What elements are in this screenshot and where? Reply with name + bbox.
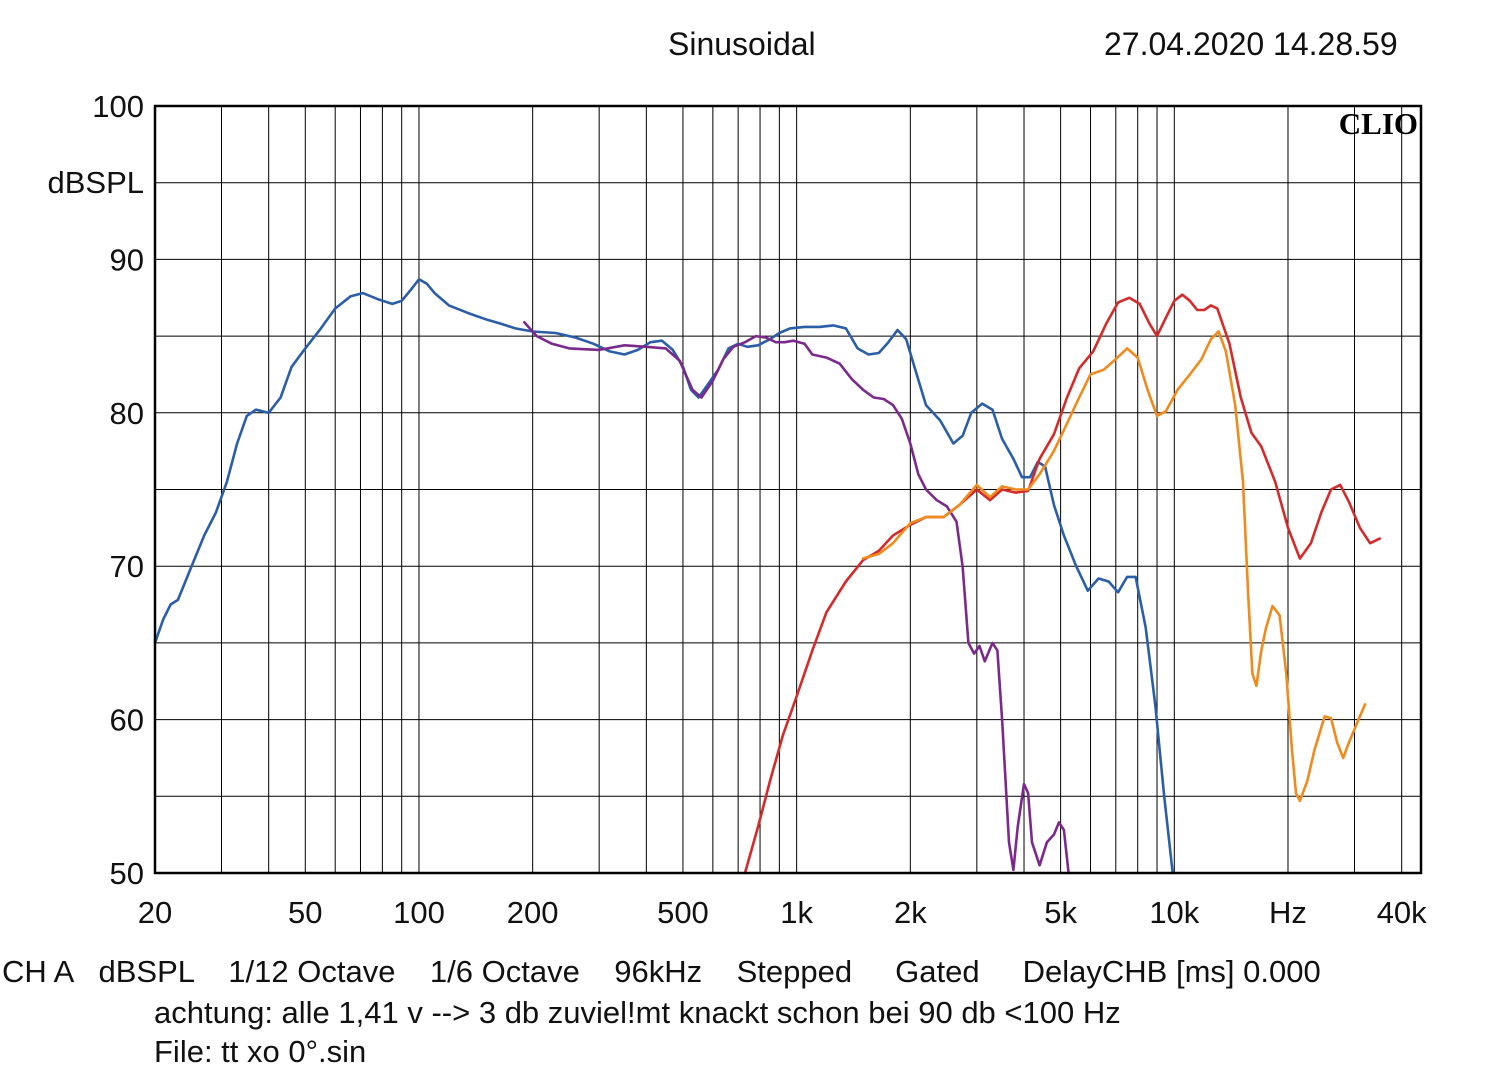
chart-title: Sinusoidal	[668, 26, 816, 62]
x-tick-label: 10k	[1149, 895, 1199, 930]
x-tick-label: 50	[288, 895, 322, 930]
x-axis-label: Hz	[1269, 895, 1307, 930]
y-tick-label: 60	[110, 703, 144, 738]
y-axis-label: dBSPL	[47, 165, 144, 200]
measurement-timestamp: 27.04.2020 14.28.59	[1104, 26, 1398, 62]
y-tick-label: 90	[110, 242, 144, 277]
x-tick-label: 100	[393, 895, 445, 930]
response-curve-4	[861, 330, 1367, 803]
response-curve-1	[153, 278, 1174, 875]
x-tick-label: 20	[138, 895, 172, 930]
frequency-response-chart: 100 90 80 70 60 50 dBSPL 20 50 100 200 500 1k 2k 5k 10k…	[47, 89, 1427, 930]
file-name: File: tt xo 0°.sin	[154, 1034, 367, 1069]
x-tick-label: 2k	[894, 895, 927, 930]
x-tick-label: 40k	[1377, 895, 1427, 930]
measurement-settings: CH A dBSPL 1/12 Octave 1/6 Octave 96kHz …	[2, 954, 1321, 989]
response-curve-2	[523, 321, 1070, 875]
axis-labels: 100 90 80 70 60 50 dBSPL 20 50 100 200 500 1k 2k 5k 10k…	[47, 89, 1427, 930]
y-tick-label: 100	[92, 89, 144, 124]
measurement-note: achtung: alle 1,41 v --> 3 db zuviel!mt …	[154, 995, 1121, 1030]
response-curve-3	[743, 293, 1382, 875]
response-curves	[153, 278, 1382, 875]
clio-logo: CLIO	[1339, 106, 1418, 141]
y-tick-label: 80	[110, 396, 144, 431]
x-tick-label: 5k	[1044, 895, 1077, 930]
plot-frame	[153, 104, 1423, 875]
x-tick-label: 500	[657, 895, 709, 930]
y-tick-label: 70	[110, 549, 144, 584]
chart-grid	[154, 105, 1421, 874]
y-tick-label: 50	[110, 856, 144, 891]
x-tick-label: 200	[507, 895, 559, 930]
x-tick-label: 1k	[780, 895, 813, 930]
